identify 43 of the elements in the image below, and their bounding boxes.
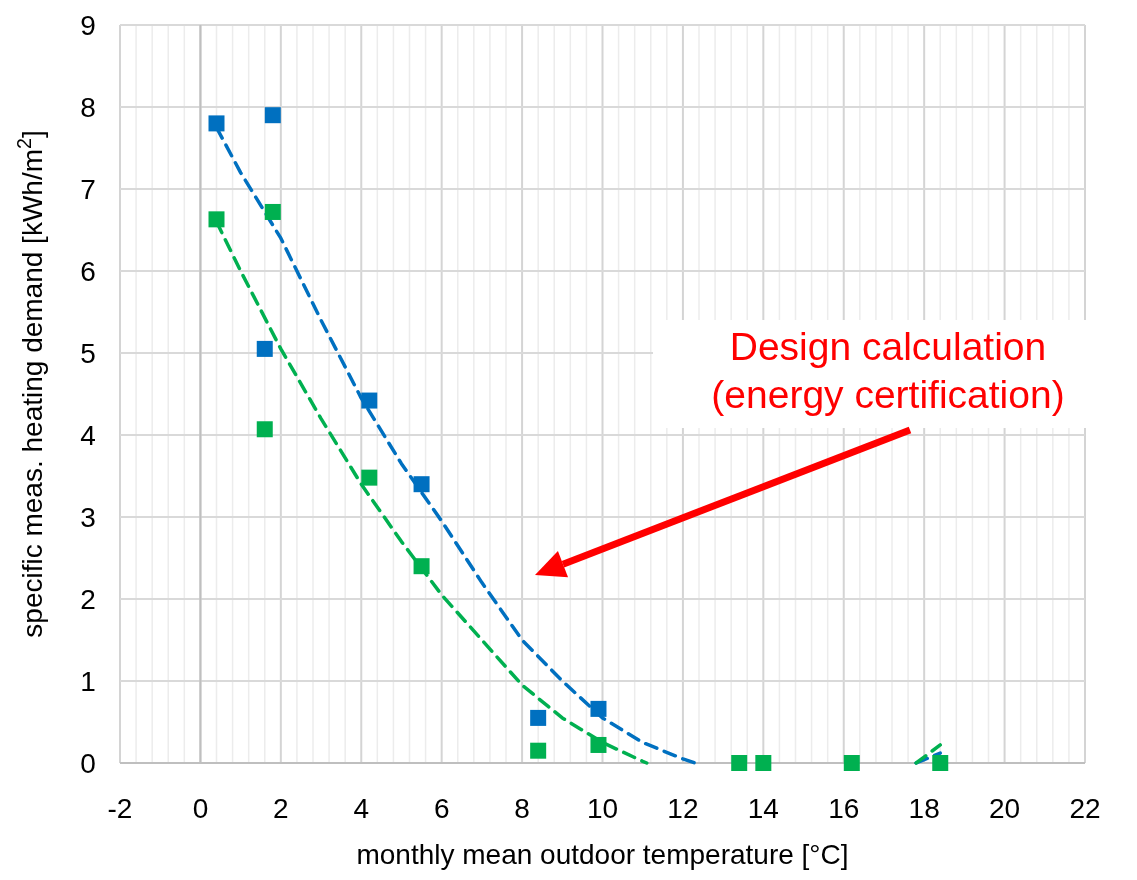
point	[361, 392, 378, 409]
x-tick-label: 20	[989, 793, 1021, 824]
point	[413, 476, 430, 493]
y-tick-label: 7	[80, 174, 96, 205]
point	[413, 558, 430, 575]
x-tick-label: 22	[1069, 793, 1101, 824]
point	[208, 211, 225, 228]
y-tick-label: 4	[80, 420, 96, 451]
x-axis-title: monthly mean outdoor temperature [°C]	[356, 839, 849, 870]
point	[590, 700, 607, 717]
x-tick-label: 4	[353, 793, 370, 824]
y-tick-label: 1	[80, 666, 96, 697]
x-tick-label: 18	[908, 793, 940, 824]
y-tick-label: 0	[80, 748, 96, 779]
x-tick-label: 6	[433, 793, 450, 824]
x-tick-label: 12	[667, 793, 699, 824]
point	[843, 755, 860, 771]
x-tick-label: 8	[514, 793, 530, 824]
y-tick-label: 9	[80, 10, 96, 41]
x-tick-label: 16	[828, 793, 860, 824]
y-tick-label: 8	[80, 92, 96, 123]
y-tick-label: 5	[80, 338, 96, 369]
point	[361, 469, 378, 486]
point	[530, 709, 547, 726]
point	[530, 742, 547, 759]
point	[264, 107, 281, 124]
point	[731, 755, 748, 771]
annotation: Design calculation (energy certification)	[711, 325, 1065, 416]
x-tick-label: 10	[586, 793, 619, 824]
point	[208, 115, 225, 132]
point	[932, 755, 949, 771]
x-tick-label: 14	[747, 793, 779, 824]
x-tick-label: 2	[273, 793, 289, 824]
y-tick-label: 6	[80, 256, 96, 287]
point	[590, 736, 607, 753]
y-tick-label: 3	[80, 502, 96, 533]
point	[256, 340, 273, 357]
x-tick-label: 0	[192, 793, 209, 824]
x-tick-label: -2	[107, 793, 133, 824]
point	[256, 421, 273, 438]
y-tick-label: 2	[80, 584, 96, 615]
point	[755, 755, 772, 771]
point	[264, 203, 281, 220]
